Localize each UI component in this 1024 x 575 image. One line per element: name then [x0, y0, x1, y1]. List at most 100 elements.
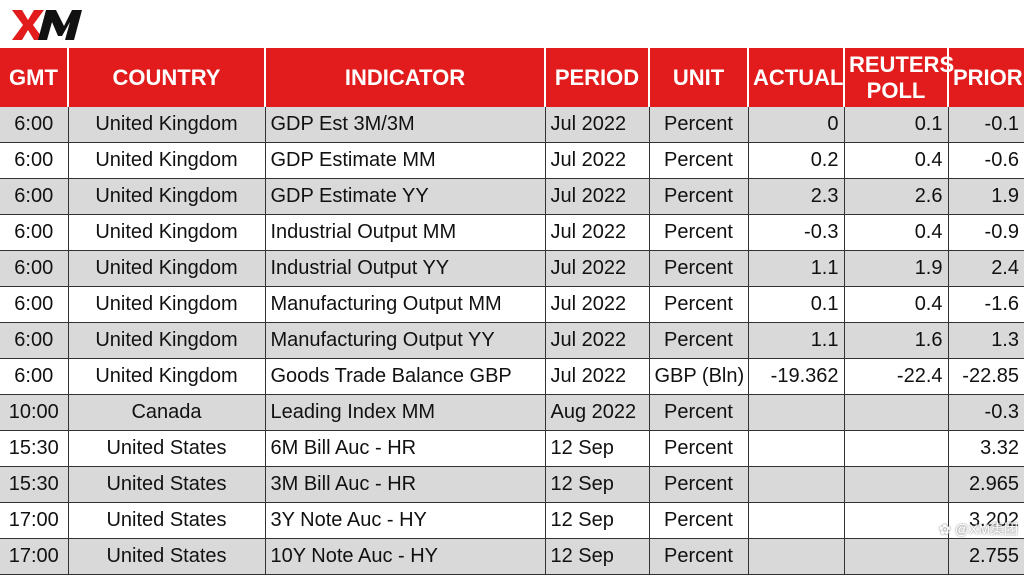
cell-actual: 0.1 — [748, 286, 845, 323]
cell-unit: Percent — [649, 178, 749, 215]
cell-gmt: 15:30 — [0, 466, 69, 503]
cell-unit: GBP (Bln) — [649, 358, 749, 395]
cell-period: Aug 2022 — [545, 394, 650, 431]
cell-indicator: 6M Bill Auc - HR — [265, 430, 546, 467]
cell-actual — [748, 538, 845, 575]
cell-gmt: 6:00 — [0, 286, 69, 323]
cell-actual — [748, 430, 845, 467]
cell-reuters-poll: 0.4 — [844, 286, 949, 323]
cell-country: United Kingdom — [68, 214, 266, 251]
cell-country: United Kingdom — [68, 358, 266, 395]
cell-reuters-poll: -22.4 — [844, 358, 949, 395]
economic-calendar-table: GMT COUNTRY INDICATOR PERIOD UNIT ACTUAL… — [0, 48, 1024, 575]
cell-actual: 1.1 — [748, 322, 845, 359]
cell-prior: -0.3 — [948, 394, 1024, 431]
cell-period: 12 Sep — [545, 466, 650, 503]
cell-indicator: Industrial Output MM — [265, 214, 546, 251]
cell-prior: 1.3 — [948, 322, 1024, 359]
cell-prior: 3.32 — [948, 430, 1024, 467]
cell-unit: Percent — [649, 394, 749, 431]
cell-indicator: 3Y Note Auc - HY — [265, 502, 546, 539]
cell-indicator: GDP Est 3M/3M — [265, 107, 546, 143]
cell-reuters-poll: 2.6 — [844, 178, 949, 215]
cell-country: United Kingdom — [68, 322, 266, 359]
cell-reuters-poll — [844, 502, 949, 539]
cell-gmt: 6:00 — [0, 250, 69, 287]
cell-reuters-poll: 1.6 — [844, 322, 949, 359]
cell-actual — [748, 394, 845, 431]
header-prior: PRIOR — [948, 48, 1024, 107]
header-reuters-poll: REUTERS POLL — [844, 48, 954, 107]
cell-actual: 1.1 — [748, 250, 845, 287]
cell-period: Jul 2022 — [545, 142, 650, 179]
cell-prior: 3.202 — [948, 502, 1024, 539]
cell-period: 12 Sep — [545, 502, 650, 539]
weibo-icon: ✿ — [939, 520, 951, 537]
cell-actual: 2.3 — [748, 178, 845, 215]
cell-prior: -0.9 — [948, 214, 1024, 251]
header-indicator: INDICATOR — [265, 48, 546, 107]
cell-period: Jul 2022 — [545, 214, 650, 251]
cell-indicator: Goods Trade Balance GBP — [265, 358, 546, 395]
header-gmt: GMT — [0, 48, 69, 107]
cell-unit: Percent — [649, 430, 749, 467]
cell-country: United Kingdom — [68, 107, 266, 143]
cell-actual: -19.362 — [748, 358, 845, 395]
cell-reuters-poll: 0.1 — [844, 107, 949, 143]
table-row: 17:00 United States 3Y Note Auc - HY 12 Sep… — [0, 502, 1024, 539]
header-country: COUNTRY — [68, 48, 266, 107]
cell-reuters-poll — [844, 394, 949, 431]
cell-reuters-poll: 1.9 — [844, 250, 949, 287]
header-reuters-line2: POLL — [866, 77, 926, 103]
cell-gmt: 15:30 — [0, 430, 69, 467]
cell-unit: Percent — [649, 286, 749, 323]
cell-unit: Percent — [649, 214, 749, 251]
cell-reuters-poll — [844, 466, 949, 503]
table-row: 15:30 United States 6M Bill Auc - HR 12 Sep… — [0, 430, 1024, 467]
cell-period: 12 Sep — [545, 538, 650, 575]
cell-indicator: GDP Estimate YY — [265, 178, 546, 215]
table-row: 6:00 United Kingdom Manufacturing Output Y… — [0, 322, 1024, 359]
cell-indicator: Manufacturing Output YY — [265, 322, 546, 359]
cell-gmt: 10:00 — [0, 394, 69, 431]
cell-prior: -0.1 — [948, 107, 1024, 143]
cell-unit: Percent — [649, 466, 749, 503]
header-row: GMT COUNTRY INDICATOR PERIOD UNIT ACTUAL… — [0, 48, 1024, 107]
cell-prior: 1.9 — [948, 178, 1024, 215]
cell-indicator: Industrial Output YY — [265, 250, 546, 287]
table-row: 6:00 United Kingdom GDP Est 3M/3M Jul 2022 P… — [0, 107, 1024, 143]
header-unit: UNIT — [649, 48, 749, 107]
cell-reuters-poll: 0.4 — [844, 142, 949, 179]
header-actual: ACTUAL — [748, 48, 845, 107]
watermark: ✿ @XM集团 — [939, 519, 1018, 539]
cell-country: United Kingdom — [68, 286, 266, 323]
cell-unit: Percent — [649, 322, 749, 359]
cell-indicator: Manufacturing Output MM — [265, 286, 546, 323]
cell-country: United States — [68, 502, 266, 539]
cell-country: United Kingdom — [68, 178, 266, 215]
table-row: 6:00 United Kingdom Industrial Output MM Ju… — [0, 214, 1024, 251]
cell-unit: Percent — [649, 107, 749, 143]
table-row: 6:00 United Kingdom GDP Estimate MM Jul 202… — [0, 142, 1024, 179]
cell-prior: -22.85 — [948, 358, 1024, 395]
cell-prior: 2.965 — [948, 466, 1024, 503]
cell-prior: 2.755 — [948, 538, 1024, 575]
table-row: 10:00 Canada Leading Index MM Aug 2022 Perce… — [0, 394, 1024, 431]
cell-reuters-poll: 0.4 — [844, 214, 949, 251]
cell-prior: -0.6 — [948, 142, 1024, 179]
cell-actual: -0.3 — [748, 214, 845, 251]
cell-actual — [748, 502, 845, 539]
table-row: 6:00 United Kingdom Industrial Output YY Ju… — [0, 250, 1024, 287]
table-row: 15:30 United States 3M Bill Auc - HR 12 Sep… — [0, 466, 1024, 503]
cell-prior: -1.6 — [948, 286, 1024, 323]
cell-gmt: 6:00 — [0, 322, 69, 359]
cell-unit: Percent — [649, 502, 749, 539]
cell-country: United Kingdom — [68, 250, 266, 287]
cell-indicator: GDP Estimate MM — [265, 142, 546, 179]
cell-country: United States — [68, 538, 266, 575]
table-row: 6:00 United Kingdom Goods Trade Balance GB… — [0, 358, 1024, 395]
cell-reuters-poll — [844, 538, 949, 575]
cell-period: Jul 2022 — [545, 107, 650, 143]
cell-prior: 2.4 — [948, 250, 1024, 287]
cell-actual — [748, 466, 845, 503]
